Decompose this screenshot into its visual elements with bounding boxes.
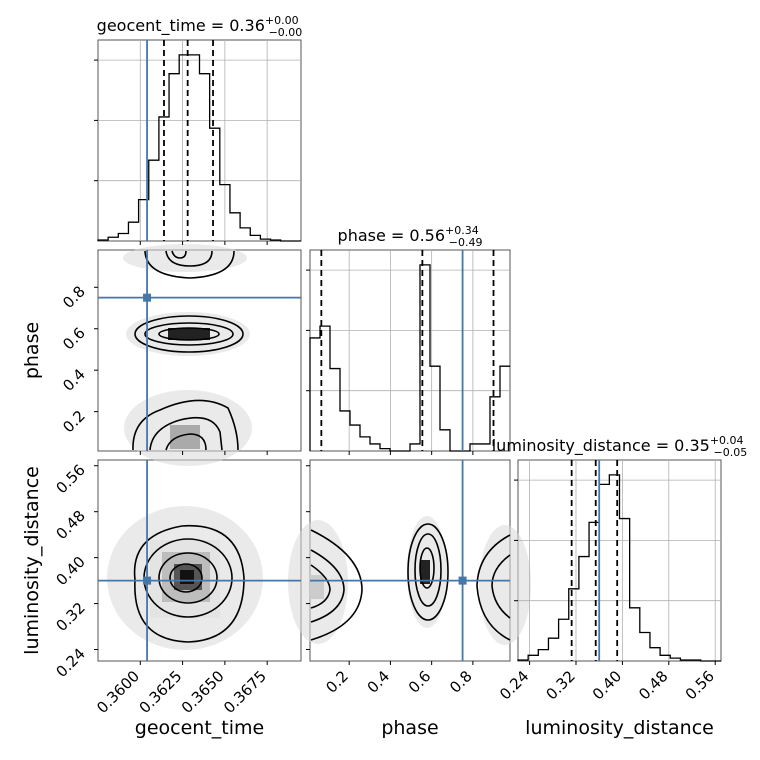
xlabel-geocent_time: geocent_time (135, 717, 264, 739)
density-core-center (420, 560, 430, 584)
title-upper-error-luminosity_distance: +0.04 (710, 434, 744, 447)
xtick-label-phase-0: 0.2 (322, 667, 352, 697)
ytick-label-phase-3: 0.8 (59, 282, 89, 312)
title-upper-error-phase: +0.34 (445, 224, 479, 237)
grid-layer (98, 40, 721, 661)
xtick-label-luminosity_distance-2: 0.40 (589, 667, 625, 703)
ylabel-luminosity_distance: luminosity_distance (21, 466, 43, 655)
density-shade-core (180, 570, 194, 584)
xtick-label-luminosity_distance-1: 0.32 (542, 667, 578, 703)
truth-marker-luminosity_distance-vs-geocent_time (143, 576, 152, 585)
contour-top-inner (165, 250, 213, 267)
contour-middle-outer (134, 315, 244, 353)
xtick-label-geocent_time-2: 0.3650 (178, 667, 228, 717)
contour-middle-mid (144, 322, 234, 346)
histogram-layer (97, 54, 721, 662)
contour-top-outer (144, 250, 235, 279)
ytick-label-luminosity_distance-4: 0.56 (52, 461, 88, 497)
ytick-label-luminosity_distance-2: 0.40 (52, 553, 88, 589)
xtick-label-phase-3: 0.8 (446, 667, 476, 697)
density-core-middle (168, 328, 210, 340)
title-main-luminosity_distance: luminosity_distance = 0.35 (492, 436, 710, 456)
contour-center-mid (414, 533, 442, 607)
contour-left-inner (310, 564, 331, 609)
xtick-label-phase-1: 0.4 (364, 667, 394, 697)
contour-bottom-mid (149, 416, 223, 451)
ytick-label-luminosity_distance-3: 0.48 (52, 507, 88, 543)
xtick-label-phase-2: 0.6 (405, 667, 435, 697)
ytick-label-phase-1: 0.4 (59, 365, 89, 395)
xtick-label-luminosity_distance-4: 0.56 (682, 667, 718, 703)
density-core-bottom (170, 425, 200, 449)
xtick-label-luminosity_distance-0: 0.24 (496, 667, 532, 703)
histogram-geocent_time (97, 54, 301, 242)
title-geocent_time: geocent_time = 0.36+0.00 −0.00 (97, 14, 303, 39)
density-core-left (310, 575, 324, 599)
quantile-layer (163, 40, 619, 661)
scatter-cloud-right (479, 525, 531, 645)
xtick-label-geocent_time-1: 0.3625 (136, 667, 186, 717)
ytick-label-luminosity_distance-0: 0.24 (52, 645, 88, 681)
contour-middle-inner (158, 327, 220, 341)
density-distance-vs-phase (288, 516, 531, 645)
density-distance-vs-geocent-time (107, 506, 263, 650)
contour-top-core (171, 250, 187, 259)
xtick-label-geocent_time-0: 0.3600 (93, 667, 143, 717)
truth-marker-luminosity_distance-vs-phase (458, 576, 467, 585)
contour-center-outer (407, 523, 449, 621)
title-luminosity_distance: luminosity_distance = 0.35+0.04 −0.05 (492, 434, 748, 459)
xlabel-phase: phase (381, 717, 438, 739)
title-main-geocent_time: geocent_time = 0.36 (97, 16, 265, 36)
title-layer: geocent_time = 0.36+0.00 −0.00 phase = 0.5… (97, 14, 748, 459)
contour-left-outer (310, 529, 363, 641)
title-lower-error-geocent_time: −0.00 (269, 26, 303, 39)
scatter-cloud-top (123, 244, 247, 272)
truth-layer (98, 40, 601, 661)
title-phase: phase = 0.56+0.34 −0.49 (338, 224, 483, 249)
contour-inner (158, 552, 218, 604)
contour-right-inner (491, 554, 511, 619)
label-layer: geocent_time phase luminosity_distancephas… (21, 322, 714, 739)
ylabel-phase: phase (21, 322, 43, 379)
panel-frame-geocent-time-marginal (97, 39, 302, 242)
contour-right-outer (476, 534, 511, 641)
contour-bottom-outer (132, 399, 239, 451)
contour-core (169, 563, 203, 593)
contour-left-mid (310, 549, 345, 623)
truth-marker-phase-vs-geocent_time (143, 293, 152, 302)
xtick-label-geocent_time-3: 0.3675 (220, 667, 270, 717)
title-upper-error-geocent_time: +0.00 (265, 14, 299, 27)
title-lower-error-phase: −0.49 (449, 236, 483, 249)
density-phase-vs-geocent-time (123, 244, 252, 466)
panel-frame-phase-marginal (309, 249, 511, 452)
xtick-label-luminosity_distance-3: 0.48 (635, 667, 671, 703)
histogram-phase (309, 264, 510, 452)
title-lower-error-luminosity_distance: −0.05 (714, 446, 748, 459)
ytick-label-luminosity_distance-1: 0.32 (52, 599, 88, 635)
histogram-luminosity_distance (517, 474, 721, 662)
contour-bottom-inner (165, 433, 207, 451)
ytick-label-phase-0: 0.2 (59, 407, 89, 437)
title-main-phase: phase = 0.56 (338, 226, 445, 245)
ytick-label-phase-2: 0.6 (59, 324, 89, 354)
xlabel-luminosity_distance: luminosity_distance (525, 717, 714, 739)
contour-outer (133, 524, 245, 643)
contour-center-inner (419, 547, 435, 589)
